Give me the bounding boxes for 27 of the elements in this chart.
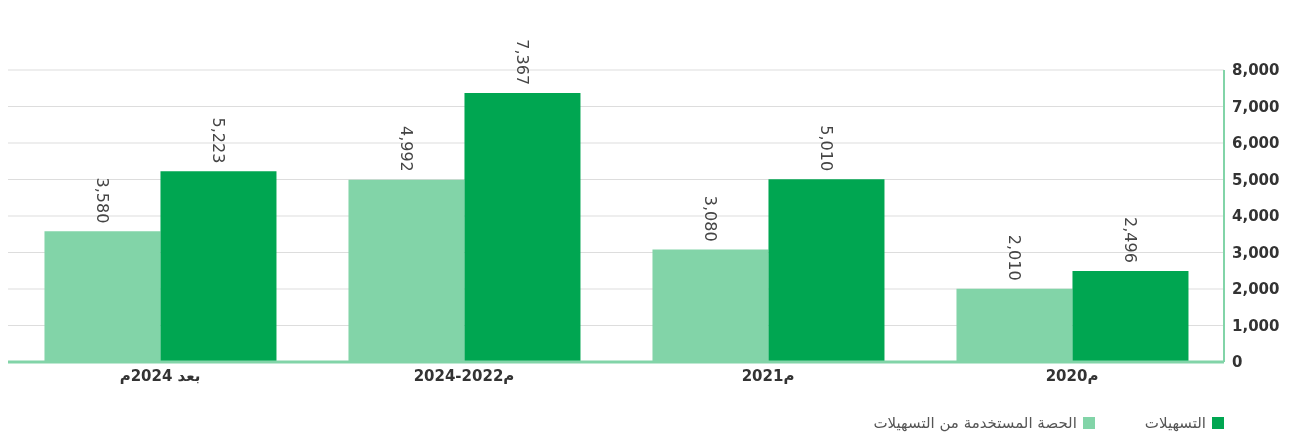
y-tick-label: 2,000	[1232, 280, 1280, 299]
x-tick-label: 2021م	[741, 366, 795, 385]
bar	[768, 179, 885, 362]
y-tick-label: 0	[1232, 353, 1243, 372]
data-label: 3,580	[92, 177, 112, 224]
data-label: 5,010	[816, 125, 836, 172]
data-label: 2,010	[1004, 234, 1024, 281]
bar	[160, 171, 277, 362]
y-tick-label: 1,000	[1232, 316, 1280, 335]
bar	[464, 93, 581, 362]
x-tick-label: 2024-2022م	[413, 366, 515, 385]
data-label: 5,223	[208, 117, 228, 164]
y-tick-label: 4,000	[1232, 207, 1280, 226]
data-label: 3,080	[700, 195, 720, 242]
y-tick-label: 5,000	[1232, 170, 1280, 189]
legend-label: التسهيلات	[1144, 414, 1206, 432]
x-tick-label: 2020م	[1045, 366, 1099, 385]
bar	[1072, 270, 1189, 362]
y-tick-label: 3,000	[1232, 243, 1280, 262]
legend-label: الحصة المستخدمة من التسهيلات	[873, 414, 1077, 432]
y-tick-label: 7,000	[1232, 97, 1280, 116]
data-label: 2,496	[1120, 217, 1140, 263]
x-tick-label: بعد 2024م	[119, 366, 201, 385]
y-tick-label: 8,000	[1232, 61, 1280, 80]
data-label: 7,367	[512, 39, 532, 86]
y-tick-label: 6,000	[1232, 134, 1280, 153]
data-label: 4,992	[396, 125, 416, 172]
